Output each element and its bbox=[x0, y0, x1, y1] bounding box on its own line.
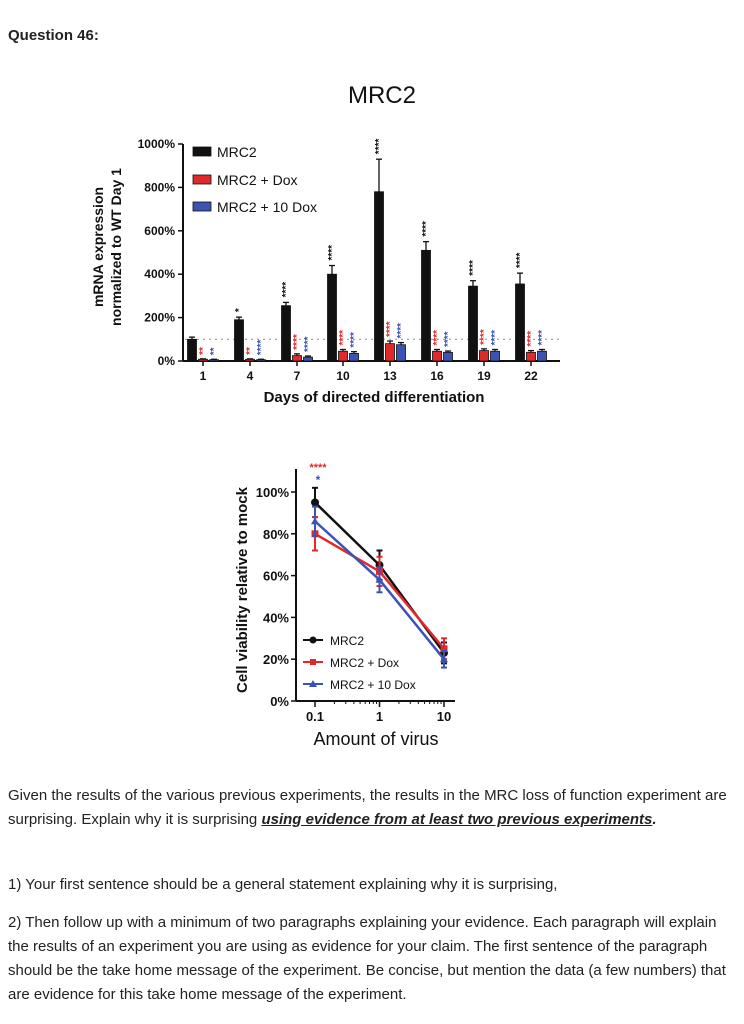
significance-stars: **** bbox=[292, 334, 303, 350]
significance-stars: **** bbox=[443, 331, 454, 347]
instruction-2: 2) Then follow up with a minimum of two … bbox=[8, 914, 726, 1003]
data-point bbox=[440, 645, 448, 653]
question-text-part1: Given the results of the various previou… bbox=[8, 787, 727, 828]
bar-x-tick-label: 19 bbox=[477, 369, 491, 383]
significance-stars: **** bbox=[490, 330, 501, 346]
legend-label: MRC2 + Dox bbox=[330, 656, 399, 670]
significance-stars: **** bbox=[256, 340, 267, 356]
bar-chart-title: MRC2 bbox=[348, 82, 416, 109]
significance-stars: **** bbox=[303, 336, 314, 352]
significance-stars: ** bbox=[209, 347, 220, 355]
question-title: Question 46: bbox=[8, 27, 99, 44]
legend-label: MRC2 + Dox bbox=[217, 172, 298, 188]
legend-label: MRC2 + 10 Dox bbox=[330, 678, 416, 692]
significance-stars: **** bbox=[537, 330, 548, 346]
line-x-tick-label: 10 bbox=[437, 709, 451, 724]
legend-label: MRC2 bbox=[217, 144, 257, 160]
significance-stars: * bbox=[234, 308, 245, 312]
question-paragraph: Given the results of the various previou… bbox=[8, 784, 732, 832]
significance-stars: **** bbox=[479, 329, 490, 345]
line-y-tick-label: 100% bbox=[256, 485, 290, 500]
legend-marker bbox=[309, 680, 317, 687]
data-point bbox=[311, 517, 319, 525]
significance-stars: **** bbox=[338, 330, 349, 346]
significance-stars: ** bbox=[245, 347, 256, 355]
question-emphasis-underlined: using evidence from at least two previou… bbox=[261, 811, 653, 828]
line-y-tick-label: 20% bbox=[263, 652, 289, 667]
legend-marker bbox=[310, 659, 316, 665]
instruction-1: 1) Your first sentence should be a gener… bbox=[8, 876, 558, 893]
significance-stars: **** bbox=[526, 331, 537, 347]
line-x-tick-label: 1 bbox=[376, 709, 383, 724]
bar-x-tick-label: 16 bbox=[430, 369, 444, 383]
significance-stars: **** bbox=[396, 323, 407, 339]
line-y-tick-label: 60% bbox=[263, 569, 289, 584]
data-point bbox=[375, 575, 384, 583]
significance-stars: **** bbox=[421, 221, 432, 237]
significance-stars: **** bbox=[468, 260, 479, 276]
bar-x-tick-label: 10 bbox=[336, 369, 350, 383]
bar-x-tick-label: 7 bbox=[294, 369, 301, 383]
significance-stars: **** bbox=[374, 139, 385, 155]
line-chart-ylabel: Cell viability relative to mock bbox=[234, 486, 251, 693]
bar-chart-ylabel: mRNA expression normalized to WT Day 1 bbox=[90, 168, 124, 326]
bar-x-tick-label: 1 bbox=[200, 369, 207, 383]
significance-stars: **** bbox=[349, 332, 360, 348]
line-y-tick-label: 80% bbox=[263, 527, 289, 542]
significance-stars: **** bbox=[432, 330, 443, 346]
legend-swatch bbox=[192, 146, 212, 157]
bar-ylabel-line2: normalized to WT Day 1 bbox=[108, 168, 124, 326]
line-chart-xlabel: Amount of virus bbox=[313, 729, 438, 749]
legend-swatch bbox=[192, 174, 212, 185]
question-text-part3: . bbox=[652, 811, 657, 828]
bar-y-tick-label: 0% bbox=[158, 354, 176, 368]
bar-x-tick-label: 22 bbox=[524, 369, 538, 383]
significance-stars: **** bbox=[327, 245, 338, 261]
legend-label: MRC2 bbox=[330, 634, 364, 648]
bar-x-tick-label: 4 bbox=[247, 369, 254, 383]
bar-chart-xlabel: Days of directed differentiation bbox=[264, 389, 485, 406]
significance-stars: **** bbox=[385, 321, 396, 337]
significance-stars: * bbox=[316, 473, 321, 487]
bar-y-tick-label: 800% bbox=[144, 180, 175, 194]
significance-stars: **** bbox=[281, 282, 292, 298]
bar-y-tick-label: 200% bbox=[144, 311, 175, 325]
bar-chart: MRC2 mRNA expression normalized to WT Da… bbox=[90, 82, 560, 406]
legend-marker bbox=[309, 636, 317, 644]
bar-y-tick-label: 400% bbox=[144, 267, 175, 281]
significance-stars: **** bbox=[309, 462, 327, 474]
data-point bbox=[311, 498, 319, 507]
line-chart: Cell viability relative to mock Amount o… bbox=[234, 462, 455, 749]
legend-swatch bbox=[192, 201, 212, 212]
line-y-tick-label: 40% bbox=[263, 610, 289, 625]
legend-label: MRC2 + 10 Dox bbox=[217, 199, 317, 215]
bar-x-tick-label: 13 bbox=[383, 369, 397, 383]
bar-y-tick-label: 600% bbox=[144, 224, 175, 238]
significance-stars: ** bbox=[198, 347, 209, 355]
line-x-tick-label: 0.1 bbox=[306, 709, 324, 724]
line-y-tick-label: 0% bbox=[270, 694, 289, 709]
bar-y-tick-label: 1000% bbox=[138, 137, 176, 151]
bar-ylabel-line1: mRNA expression bbox=[90, 187, 106, 307]
significance-stars: **** bbox=[515, 252, 526, 268]
data-point bbox=[440, 655, 448, 663]
